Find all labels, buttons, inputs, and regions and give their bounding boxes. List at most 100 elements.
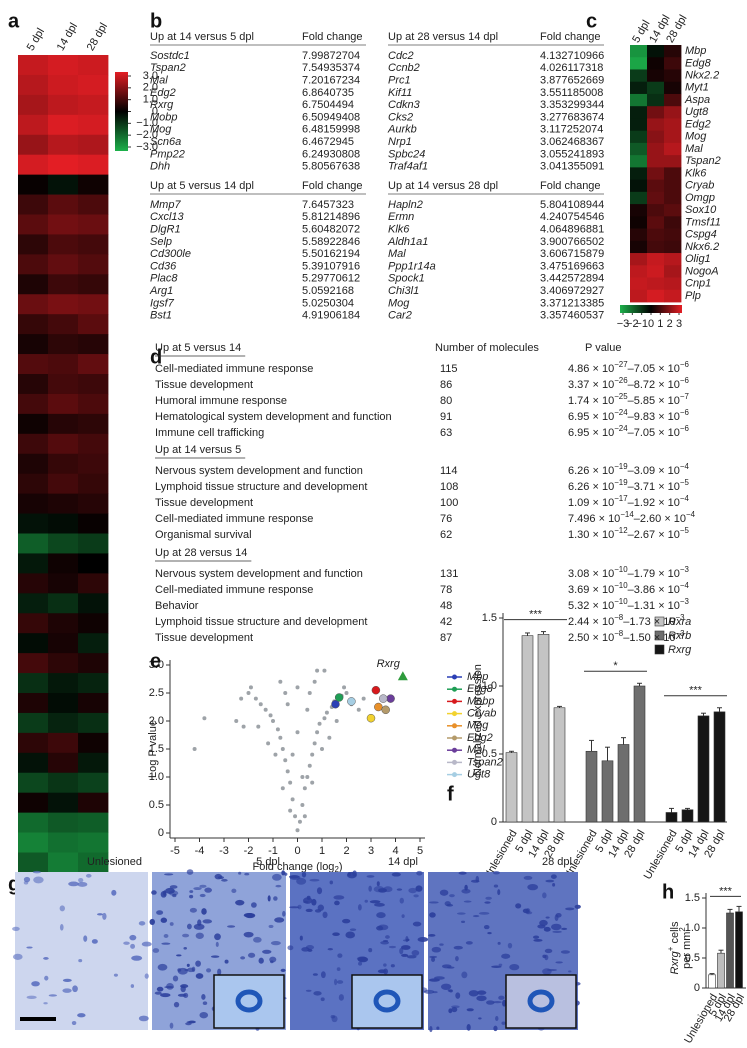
stain bbox=[243, 913, 255, 918]
stain bbox=[550, 874, 557, 879]
point bbox=[202, 716, 207, 721]
p-value-part: –3.09 × 10 bbox=[628, 465, 680, 477]
fold-change: 3.442572894 bbox=[540, 273, 604, 285]
heatmap-cell bbox=[18, 792, 49, 814]
colorbar bbox=[620, 305, 682, 313]
fold-change: 3.277683674 bbox=[540, 111, 604, 123]
y-tick-label: 0 bbox=[158, 827, 164, 839]
micrograph-label: 14 dpl bbox=[388, 856, 418, 868]
stain bbox=[282, 910, 286, 917]
stain bbox=[342, 918, 351, 924]
stain bbox=[166, 982, 174, 990]
heatmap-cell bbox=[18, 254, 49, 275]
heatmap-cell bbox=[664, 265, 682, 278]
heatmap-cell bbox=[647, 179, 665, 193]
fold-change: 3.406972927 bbox=[540, 285, 604, 297]
stain bbox=[144, 973, 149, 979]
stain bbox=[130, 943, 136, 949]
stain bbox=[388, 945, 397, 949]
legend-label: Rxrb bbox=[668, 630, 691, 642]
stain bbox=[138, 1015, 149, 1022]
heatmap-cell bbox=[48, 633, 79, 654]
point bbox=[297, 819, 302, 824]
colorbar-tick-label: −1 bbox=[635, 318, 648, 330]
y-axis-label: Rxrg+ cells bbox=[666, 921, 681, 974]
p-value: 2.44 × 10−8–1.73 × 10−3 bbox=[568, 613, 685, 628]
inset-cell bbox=[527, 989, 555, 1013]
heatmap-cell bbox=[78, 194, 109, 215]
heatmap-cell bbox=[18, 832, 49, 853]
heatmap-cell bbox=[78, 732, 109, 754]
gene-name: Prc1 bbox=[388, 75, 411, 87]
point bbox=[327, 735, 332, 740]
heatmap-cell bbox=[664, 253, 682, 266]
heatmap-cell bbox=[48, 234, 79, 255]
heatmap-cell bbox=[78, 633, 109, 654]
stain bbox=[289, 906, 300, 909]
stain bbox=[431, 956, 436, 963]
stain bbox=[507, 942, 513, 949]
heatmap-cell bbox=[630, 142, 648, 156]
stain bbox=[195, 960, 201, 967]
bar bbox=[708, 974, 716, 989]
fold-change: 7.54935374 bbox=[302, 62, 360, 74]
stain bbox=[111, 889, 117, 896]
stain bbox=[533, 938, 543, 942]
stain bbox=[268, 924, 274, 929]
heatmap-cell bbox=[18, 214, 49, 235]
p-value: 6.95 × 10−24–9.83 × 10−6 bbox=[568, 408, 690, 423]
y-tick-label: 2.5 bbox=[149, 687, 164, 699]
stain bbox=[399, 897, 404, 904]
stain bbox=[273, 896, 278, 901]
bar bbox=[726, 912, 734, 989]
heatmap-cell bbox=[48, 553, 79, 574]
heatmap-cell bbox=[18, 732, 49, 754]
heatmap-cell bbox=[78, 752, 109, 774]
heatmap-cell bbox=[18, 74, 49, 96]
stain bbox=[544, 948, 553, 954]
micrograph-label: Unlesioned bbox=[87, 856, 142, 868]
gene-name: Car2 bbox=[388, 310, 412, 322]
point bbox=[320, 747, 324, 751]
stain bbox=[465, 941, 473, 945]
stain bbox=[62, 988, 72, 993]
heatmap-cell bbox=[18, 772, 49, 794]
stain bbox=[161, 942, 171, 945]
inset-cell bbox=[235, 989, 263, 1013]
heatmap-cell bbox=[630, 240, 648, 254]
stain bbox=[26, 946, 33, 949]
heatmap-cell bbox=[78, 74, 109, 96]
p-value-part: −19 bbox=[614, 462, 628, 471]
point bbox=[307, 763, 312, 768]
stain bbox=[461, 971, 468, 979]
heatmap-cell bbox=[18, 613, 49, 634]
stain bbox=[358, 961, 363, 966]
legend-label: Mbp bbox=[467, 671, 488, 683]
stain bbox=[215, 941, 219, 947]
p-value-part: −24 bbox=[614, 408, 628, 417]
point bbox=[295, 828, 300, 833]
stain bbox=[189, 907, 197, 913]
fold-change: 3.055241893 bbox=[540, 148, 604, 160]
stain bbox=[542, 954, 547, 959]
table-title: Up at 14 versus 28 dpl bbox=[388, 180, 498, 192]
x-tick-label: -4 bbox=[195, 845, 205, 857]
stain bbox=[253, 936, 262, 943]
bar bbox=[681, 809, 694, 823]
stain bbox=[154, 991, 162, 995]
point bbox=[322, 716, 327, 721]
gene-name: Cd300le bbox=[150, 248, 191, 260]
stain bbox=[555, 961, 563, 964]
stain bbox=[545, 879, 555, 883]
heatmap-cell bbox=[18, 433, 49, 455]
stain bbox=[320, 997, 325, 1002]
y-axis-label-part: Rxrg bbox=[669, 950, 681, 974]
stain bbox=[501, 1021, 506, 1025]
p-value-part: –7.05 × 10 bbox=[628, 363, 680, 375]
stain bbox=[487, 932, 492, 935]
gene-name: Klk6 bbox=[388, 224, 410, 236]
stain bbox=[366, 875, 375, 878]
colorbar-tick-label: −1.0 bbox=[136, 117, 158, 129]
heatmap-cell bbox=[664, 228, 682, 242]
point bbox=[285, 702, 290, 707]
